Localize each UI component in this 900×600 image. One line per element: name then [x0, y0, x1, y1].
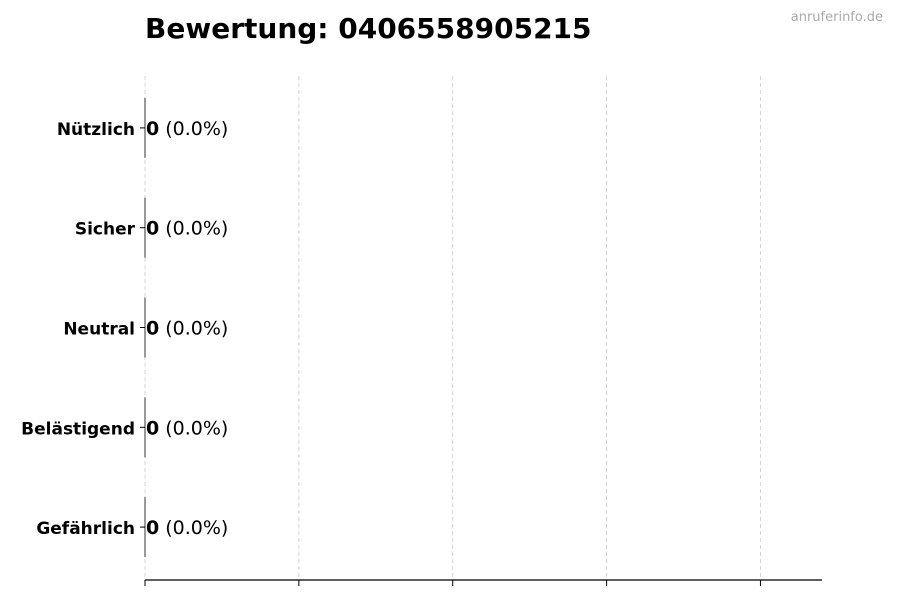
- data-label: 0 (0.0%): [146, 417, 228, 439]
- data-label-count: 0: [146, 517, 159, 539]
- data-label: 0 (0.0%): [146, 517, 228, 539]
- data-label-count: 0: [146, 417, 159, 439]
- y-tick-label: Belästigend: [21, 419, 135, 439]
- data-label-count: 0: [146, 118, 159, 140]
- y-tick-label: Sicher: [75, 220, 136, 240]
- data-label: 0 (0.0%): [146, 118, 228, 140]
- data-label: 0 (0.0%): [146, 218, 228, 240]
- data-label-count: 0: [146, 318, 159, 340]
- data-label-percent: (0.0%): [165, 118, 228, 140]
- y-tick-label: Neutral: [63, 320, 135, 340]
- data-label: 0 (0.0%): [146, 318, 228, 340]
- y-tick-label: Gefährlich: [36, 519, 135, 539]
- data-label-percent: (0.0%): [165, 517, 228, 539]
- data-label-count: 0: [146, 218, 159, 240]
- y-tick-label: Nützlich: [57, 120, 135, 140]
- data-label-percent: (0.0%): [165, 318, 228, 340]
- data-label-percent: (0.0%): [165, 218, 228, 240]
- data-label-percent: (0.0%): [165, 417, 228, 439]
- chart-title: Bewertung: 0406558905215: [145, 12, 592, 45]
- watermark: anruferinfo.de: [790, 10, 883, 25]
